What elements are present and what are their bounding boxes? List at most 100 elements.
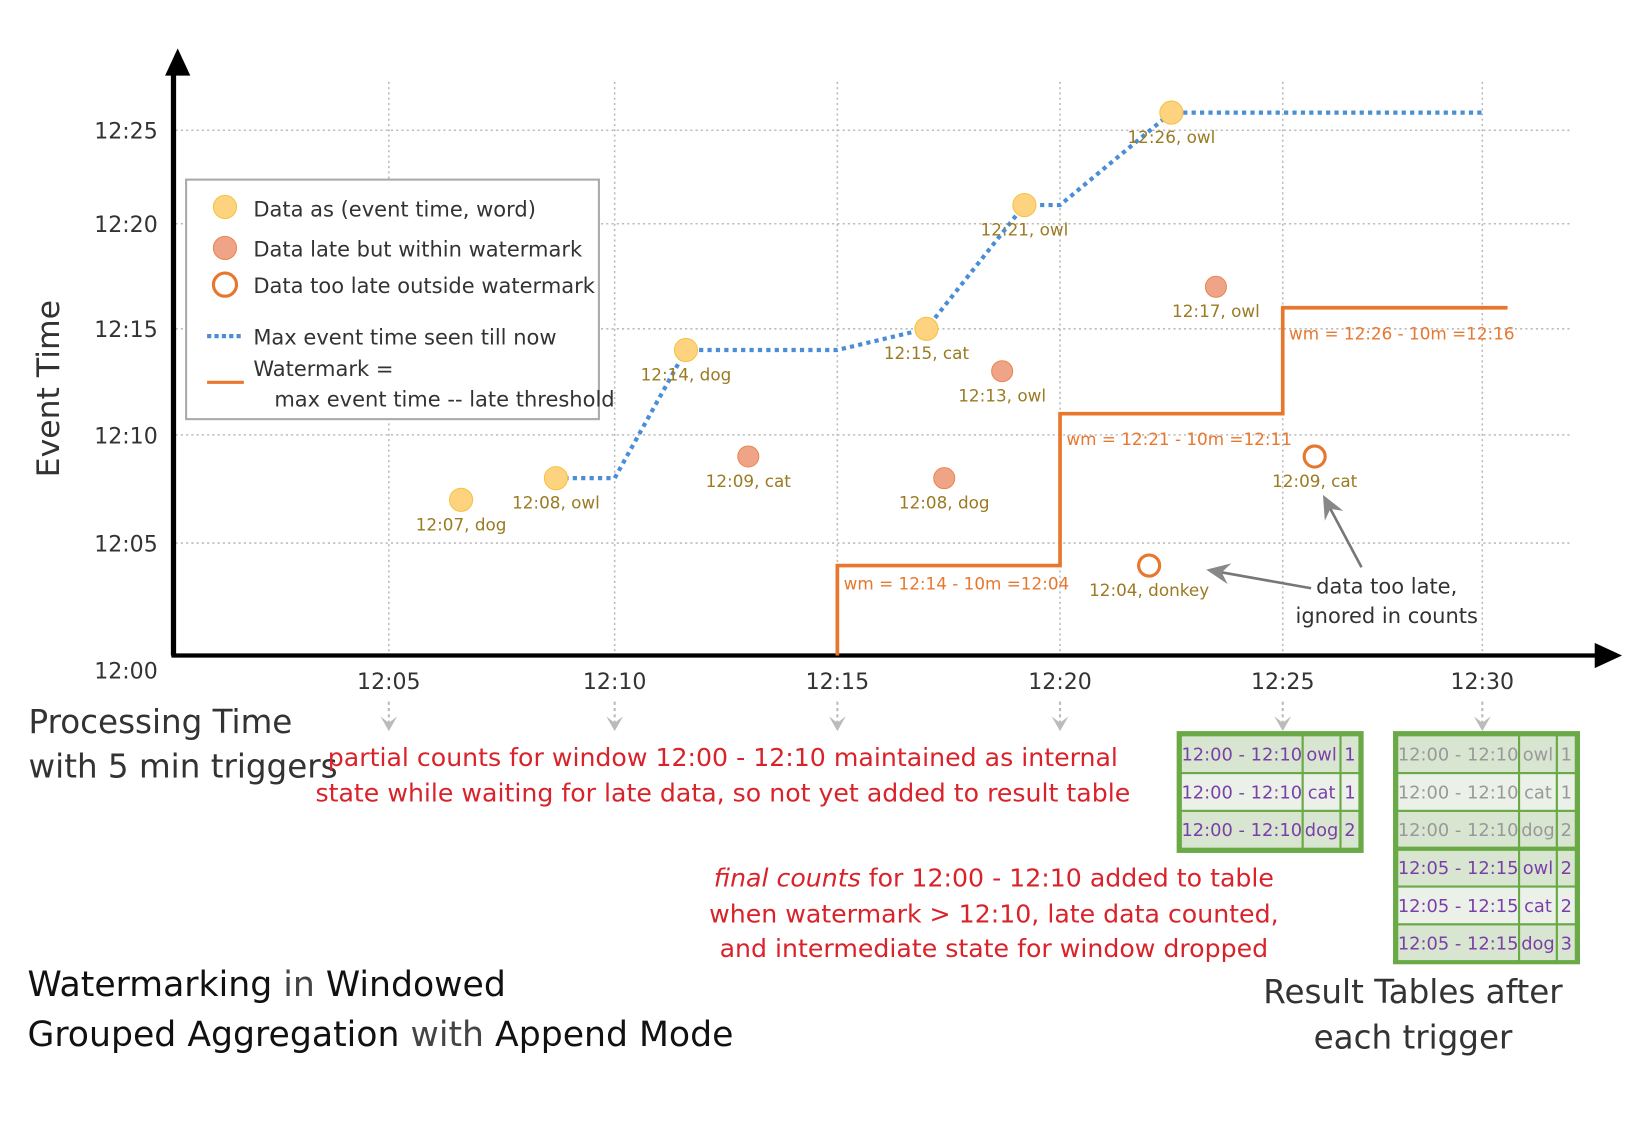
diagram-title: Grouped Aggregation with Append Mode [27,1015,733,1055]
partial-counts-note: state while waiting for late data, so no… [315,778,1130,807]
window-cell: 12:00 - 12:10 [1398,820,1519,841]
count-cell: 2 [1561,896,1572,917]
data-point-label: 12:26, owl [1128,127,1216,147]
window-cell: 12:00 - 12:10 [1398,782,1519,803]
data-point [673,337,699,363]
late-marker-icon [212,235,238,260]
y-tick-label: 12:25 [94,120,158,145]
x-tick-label: 12:05 [357,670,421,695]
word-cell: owl [1523,858,1553,879]
y-tick-label: 12:00 [94,660,158,685]
x-axis-subtitle: with 5 min triggers [29,747,338,785]
word-cell: dog [1521,934,1555,955]
trigger-arrow-icon [1274,716,1292,732]
word-cell: owl [1306,745,1336,766]
window-cell: 12:05 - 12:15 [1398,858,1519,879]
count-cell: 1 [1344,782,1355,803]
legend-late: Data late but within watermark [253,237,583,261]
legend: Data as (event time, word) Data late but… [185,178,615,421]
y-tick-label: 12:05 [94,532,158,557]
too-late-marker-icon [211,271,239,298]
table-cell-bg [1179,809,1304,850]
late-data-point [991,360,1014,383]
y-axis-arrow-icon [165,48,191,76]
table-cell-bg [1179,734,1304,775]
count-cell: 1 [1561,782,1572,803]
table-cell-bg [1518,772,1558,812]
data-point [449,487,474,512]
trigger-arrow-icon [606,716,624,732]
final-counts-note: final counts for 12:00 - 12:10 added to … [714,864,1274,893]
count-cell: 2 [1561,858,1572,879]
late-data-point [1204,275,1227,298]
count-cell: 1 [1344,745,1355,766]
word-cell: cat [1524,782,1552,803]
partial-counts-note: partial counts for window 12:00 - 12:10 … [328,743,1118,772]
count-cell: 3 [1561,934,1572,955]
final-counts-note: when watermark > 12:10, late data counte… [709,899,1278,928]
x-tick-label: 12:25 [1251,670,1315,695]
legend-max-line: Max event time seen till now [253,326,556,350]
diagram-title: Watermarking in Windowed [27,965,505,1005]
count-cell: 1 [1561,745,1572,766]
count-cell: 2 [1561,820,1572,841]
result-table-1225 [1176,731,1364,853]
x-axis-title: Processing Time [29,703,293,741]
trigger-arrow-icon [828,716,846,732]
x-tick-label: 12:15 [806,670,870,695]
y-tick-label: 12:10 [94,424,158,449]
data-point [1159,100,1184,125]
result-tables-caption: Result Tables after [1263,973,1563,1011]
count-cell: 2 [1344,820,1355,841]
data-point [543,466,569,491]
word-cell: cat [1524,896,1552,917]
y-tick-label: 12:15 [94,318,158,343]
late-data-point [737,445,760,468]
x-tick-label: 12:20 [1028,670,1092,695]
data-point-label: 12:08, owl [512,493,600,513]
data-point-label: 12:04, donkey [1089,580,1209,600]
window-cell: 12:05 - 12:15 [1398,896,1519,917]
max-event-time-line [555,110,1483,481]
word-cell: dog [1305,820,1339,841]
window-cell: 12:00 - 12:10 [1181,820,1302,841]
trigger-arrow-icon [1051,716,1069,732]
final-counts-note: and intermediate state for window droppe… [720,934,1268,963]
watermark-label: wm = 12:21 - 10m =12:11 [1066,429,1292,449]
trigger-arrow-icon [1473,716,1491,732]
table-cell-bg [1396,772,1521,812]
result-tables-caption: each trigger [1314,1018,1513,1056]
data-point [914,316,939,341]
data-point-label: 12:21, owl [981,220,1069,240]
too-late-data-point [1137,553,1162,578]
table-cell-bg [1179,772,1304,812]
window-cell: 12:00 - 12:10 [1181,745,1302,766]
data-point-label: 12:13, owl [958,386,1046,406]
too-late-note: data too late, [1316,574,1457,598]
window-cell: 12:00 - 12:10 [1181,782,1302,803]
data-point-label: 12:08, dog [899,493,990,513]
too-late-note: ignored in counts [1296,604,1478,628]
data-point-label: 12:09, cat [1272,471,1358,491]
trigger-arrow-icon [380,716,398,732]
data-point-label: 12:07, dog [416,514,507,534]
y-axis-title: Event Time [31,300,67,477]
legend-too-late: Data too late outside watermark [253,274,595,298]
x-tick-label: 12:10 [583,670,647,695]
legend-watermark: Watermark = [253,357,393,381]
watermark-line [835,305,1508,656]
x-tick-label: 12:30 [1451,670,1515,695]
x-axis-arrow-icon [1594,642,1623,669]
window-cell: 12:05 - 12:15 [1398,934,1519,955]
on-time-marker-icon [212,194,238,220]
data-point-label: 12:15, cat [884,343,970,363]
word-cell: cat [1308,782,1336,803]
y-tick-label: 12:20 [94,213,158,238]
legend-data: Data as (event time, word) [253,197,536,221]
pointer-arrow [1206,563,1312,590]
pointer-arrow [1322,494,1363,568]
data-point-label: 12:09, cat [706,471,792,491]
data-point [1012,192,1037,218]
watermark-label: wm = 12:14 - 10m =12:04 [844,574,1070,594]
